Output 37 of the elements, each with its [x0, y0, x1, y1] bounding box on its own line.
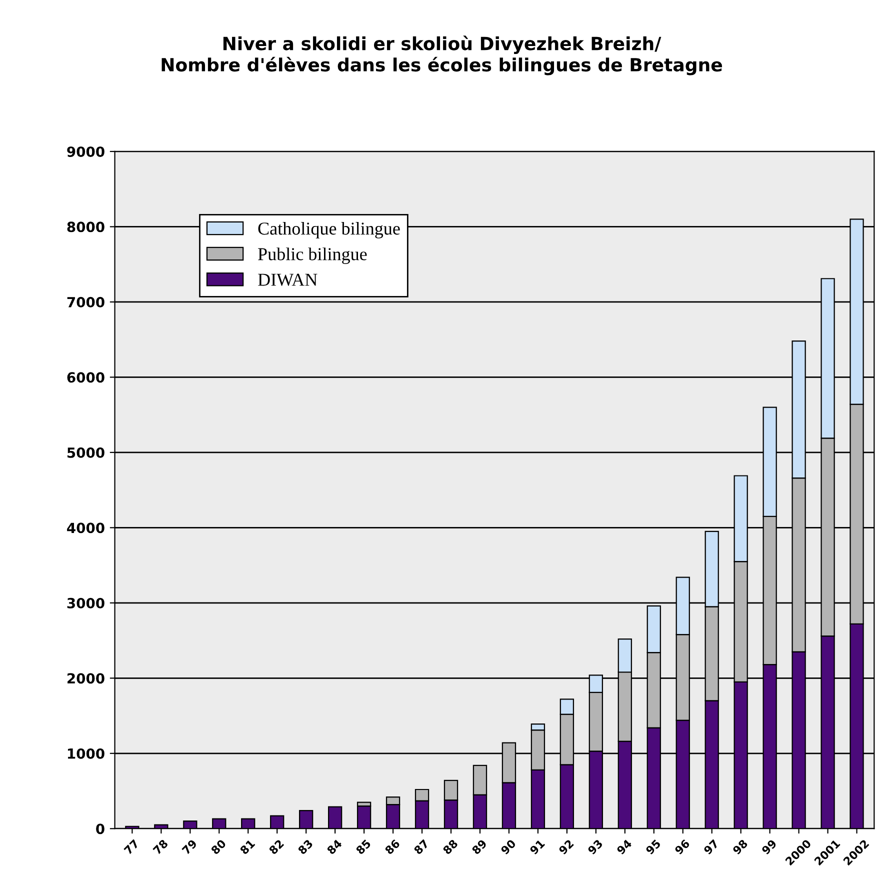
y-tick-label: 9000	[67, 146, 104, 157]
y-tick-label: 0	[96, 824, 104, 834]
chart-title: Niver a skolidi er skolioù Divyezhek Breizh/ Nombre d'élèves dans les écoles bilingues de Bretagne	[162, 36, 722, 76]
x-tick-label: 80	[210, 838, 227, 855]
x-tick-label: 82	[268, 839, 284, 855]
x-tick-label: 97	[703, 839, 719, 855]
y-tick-label: 7000	[67, 296, 104, 308]
x-tick-label: 98	[732, 838, 748, 855]
x-tick-label: 77	[124, 839, 140, 855]
x-tick-label: 79	[182, 839, 198, 855]
y-tick-label: 1000	[68, 748, 104, 759]
y-tick-label: 3000	[67, 598, 104, 608]
x-tick-label: 87	[413, 839, 430, 855]
legend-label: DIWAN	[258, 274, 318, 286]
x-tick-label: 81	[239, 839, 256, 855]
y-tick-label: 5000	[67, 447, 104, 458]
x-tick-label: 86	[384, 838, 400, 855]
x-tick-label: 89	[471, 838, 488, 855]
x-tick-label: 95	[645, 839, 662, 855]
x-tick-label: 85	[355, 839, 372, 855]
x-tick-label: 93	[587, 839, 604, 855]
x-tick-label: 84	[326, 838, 342, 855]
x-tick-label: 94	[616, 838, 632, 855]
y-tick-label: 8000	[67, 222, 104, 232]
x-tick-label: 90	[500, 838, 516, 855]
x-tick-label: 78	[152, 838, 168, 855]
x-tick-label: 88	[442, 838, 458, 855]
y-tick-label: 2000	[68, 673, 104, 684]
x-tick-label: 91	[529, 839, 546, 855]
legend-label: Public bilingue	[258, 248, 367, 264]
legend-label: Catholique bilingue	[258, 222, 400, 238]
x-tick-label: 96	[674, 838, 690, 855]
x-tick-label: 83	[297, 839, 314, 855]
y-tick-label: 6000	[67, 372, 104, 383]
x-tick-label: 92	[558, 839, 574, 855]
x-tick-label: 99	[761, 839, 778, 855]
y-tick-label: 4000	[67, 522, 104, 534]
